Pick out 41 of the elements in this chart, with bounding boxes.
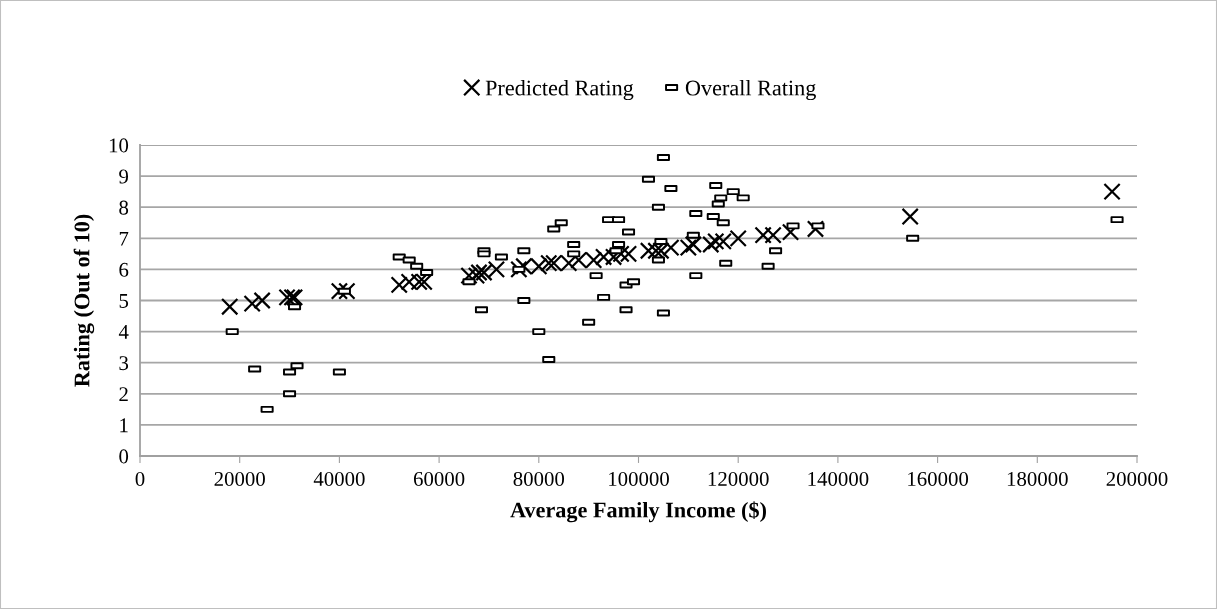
- x-tick-label: 120000: [708, 471, 769, 486]
- x-tick-label: 200000: [1106, 471, 1168, 486]
- point: [278, 288, 296, 307]
- point: [220, 297, 239, 316]
- y-tick-label: 6: [119, 262, 129, 277]
- point: [410, 273, 428, 291]
- point: [1103, 182, 1121, 201]
- point: [806, 220, 825, 238]
- point: [253, 291, 271, 310]
- point: [540, 254, 558, 272]
- legend-label: Predicted Rating: [485, 79, 634, 101]
- x-tick-label: 80000: [513, 471, 565, 486]
- point: [707, 232, 725, 251]
- x-tick-label: 160000: [908, 471, 969, 486]
- legend-label: Overall Rating: [685, 79, 816, 101]
- x-axis-title: Average Family Income ($): [510, 501, 766, 523]
- y-tick-label: 3: [119, 356, 129, 371]
- y-tick-label: 1: [120, 418, 128, 433]
- y-tick-label: 9: [119, 169, 129, 184]
- y-tick-label: 7: [119, 231, 129, 246]
- x-tick-label: 180000: [1007, 471, 1068, 486]
- point: [338, 282, 356, 300]
- x-tick-label: 20000: [214, 471, 265, 486]
- point: [510, 260, 528, 279]
- point: [754, 226, 772, 244]
- y-tick-label: 4: [118, 325, 129, 339]
- x-tick-label: 60000: [413, 471, 465, 486]
- y-tick-label: 0: [119, 449, 129, 464]
- point: [243, 294, 261, 313]
- x-tick-label: 140000: [808, 471, 869, 486]
- x-tick-label: 40000: [313, 471, 365, 486]
- y-tick-label: 10: [109, 138, 129, 153]
- y-tick-label: 5: [119, 294, 129, 308]
- point: [330, 282, 349, 300]
- y-tick-label: 8: [119, 200, 129, 215]
- point: [390, 276, 408, 294]
- x-tick-label: 100000: [609, 471, 669, 486]
- y-tick-label: 2: [119, 387, 128, 402]
- x-tick-label: 0: [135, 471, 145, 486]
- y-axis-title: Rating (Out of 10): [73, 214, 95, 387]
- point: [901, 207, 919, 226]
